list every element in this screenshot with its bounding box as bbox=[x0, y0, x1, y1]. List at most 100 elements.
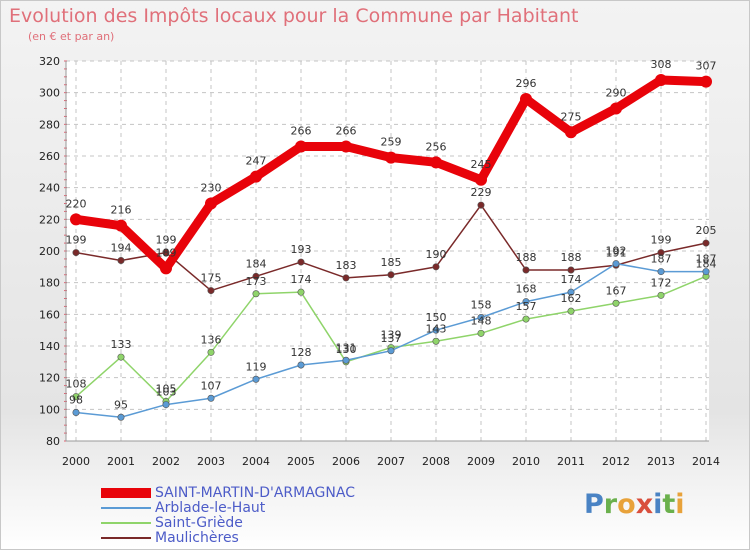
data-point bbox=[117, 413, 125, 421]
data-point bbox=[297, 258, 305, 266]
x-tick-label: 2001 bbox=[107, 455, 135, 468]
proxiti-logo: Proxiti bbox=[584, 489, 685, 520]
x-tick-label: 2003 bbox=[197, 455, 225, 468]
data-point bbox=[297, 288, 305, 296]
data-label: 98 bbox=[69, 394, 83, 407]
data-label: 296 bbox=[516, 77, 537, 90]
data-point bbox=[522, 298, 530, 306]
x-tick-label: 2005 bbox=[287, 455, 315, 468]
data-point bbox=[567, 266, 575, 274]
data-point bbox=[252, 290, 260, 298]
legend-label: Saint-Griède bbox=[155, 515, 243, 531]
data-point bbox=[702, 268, 710, 276]
data-point bbox=[72, 393, 80, 401]
data-label: 275 bbox=[561, 110, 582, 123]
data-label: 150 bbox=[426, 311, 447, 324]
data-point bbox=[657, 291, 665, 299]
data-point bbox=[297, 361, 305, 369]
data-label: 230 bbox=[201, 182, 222, 195]
logo-letter: P bbox=[584, 489, 604, 520]
y-tick-label: 300 bbox=[39, 87, 60, 100]
data-label: 133 bbox=[111, 338, 132, 351]
data-point bbox=[477, 329, 485, 337]
data-point bbox=[250, 170, 262, 183]
data-point bbox=[340, 140, 352, 153]
data-label: 185 bbox=[381, 256, 402, 269]
legend-item: Arblade-le-Haut bbox=[101, 501, 355, 516]
legend-swatch bbox=[101, 488, 151, 498]
y-tick-label: 260 bbox=[39, 150, 60, 163]
data-label: 158 bbox=[471, 299, 492, 312]
data-point bbox=[565, 126, 577, 139]
logo-letter: r bbox=[603, 489, 618, 520]
data-point bbox=[72, 249, 80, 257]
data-label: 256 bbox=[426, 140, 447, 153]
data-label: 187 bbox=[696, 253, 717, 266]
data-point bbox=[342, 356, 350, 364]
data-point bbox=[432, 263, 440, 271]
data-label: 157 bbox=[516, 300, 537, 313]
data-label: 173 bbox=[246, 275, 267, 288]
data-label: 162 bbox=[561, 292, 582, 305]
legend-item: SAINT-MARTIN-D'ARMAGNAC bbox=[101, 486, 355, 501]
data-point bbox=[522, 315, 530, 323]
data-point bbox=[387, 271, 395, 279]
data-point bbox=[657, 268, 665, 276]
data-point bbox=[567, 307, 575, 315]
data-label: 308 bbox=[651, 58, 672, 71]
data-point bbox=[115, 219, 127, 232]
x-tick-label: 2009 bbox=[467, 455, 495, 468]
data-label: 167 bbox=[606, 284, 627, 297]
logo-letter: i bbox=[675, 489, 685, 520]
data-label: 199 bbox=[156, 234, 177, 247]
data-label: 247 bbox=[246, 155, 267, 168]
x-tick-label: 2007 bbox=[377, 455, 405, 468]
data-point bbox=[252, 272, 260, 280]
data-point bbox=[385, 151, 397, 164]
data-point bbox=[655, 74, 667, 86]
data-point bbox=[567, 288, 575, 296]
data-point bbox=[70, 213, 82, 226]
legend-label: SAINT-MARTIN-D'ARMAGNAC bbox=[155, 485, 355, 501]
x-tick-label: 2010 bbox=[512, 455, 540, 468]
data-point bbox=[342, 274, 350, 282]
data-label: 192 bbox=[606, 245, 627, 258]
data-point bbox=[700, 75, 712, 88]
legend-swatch bbox=[101, 507, 151, 509]
data-label: 216 bbox=[111, 204, 132, 217]
logo-letter: i bbox=[653, 489, 663, 520]
data-point bbox=[520, 93, 532, 105]
y-tick-label: 220 bbox=[39, 213, 60, 226]
x-tick-label: 2011 bbox=[557, 455, 585, 468]
data-label: 205 bbox=[696, 224, 717, 237]
data-label: 175 bbox=[201, 272, 222, 285]
data-label: 119 bbox=[246, 360, 267, 373]
data-point bbox=[477, 201, 485, 209]
legend-label: Maulichères bbox=[155, 530, 239, 546]
logo-letter: x bbox=[635, 489, 654, 520]
data-label: 143 bbox=[426, 322, 447, 335]
data-point bbox=[117, 256, 125, 264]
data-label: 188 bbox=[516, 251, 537, 264]
legend-item: Maulichères bbox=[101, 531, 355, 546]
y-tick-label: 160 bbox=[39, 308, 60, 321]
data-point bbox=[207, 287, 215, 295]
x-tick-label: 2013 bbox=[647, 455, 675, 468]
data-label: 190 bbox=[426, 248, 447, 261]
chart-title: Evolution des Impôts locaux pour la Comm… bbox=[9, 5, 579, 27]
data-point bbox=[432, 326, 440, 334]
data-label: 172 bbox=[651, 276, 672, 289]
data-label: 107 bbox=[201, 379, 222, 392]
x-tick-label: 2000 bbox=[62, 455, 90, 468]
data-point bbox=[205, 197, 217, 210]
data-label: 307 bbox=[696, 60, 717, 73]
data-label: 199 bbox=[66, 234, 87, 247]
data-point bbox=[162, 249, 170, 257]
data-label: 148 bbox=[471, 314, 492, 327]
y-tick-label: 180 bbox=[39, 277, 60, 290]
data-point bbox=[160, 262, 172, 275]
data-label: 130 bbox=[336, 343, 357, 356]
x-tick-label: 2014 bbox=[692, 455, 720, 468]
data-label: 266 bbox=[291, 125, 312, 138]
data-label: 184 bbox=[246, 257, 267, 270]
